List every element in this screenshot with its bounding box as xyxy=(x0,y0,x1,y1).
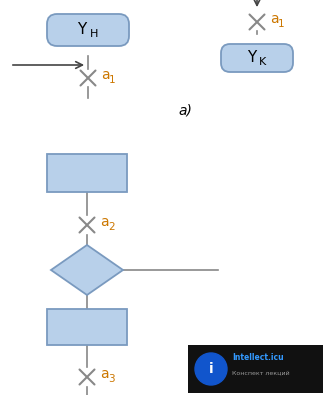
Text: i: i xyxy=(209,362,213,376)
Text: 3: 3 xyxy=(108,374,115,384)
Text: a: a xyxy=(101,68,110,82)
FancyBboxPatch shape xyxy=(188,345,323,393)
Polygon shape xyxy=(51,245,123,295)
Text: a: a xyxy=(100,367,109,381)
Text: Конспект лекций: Конспект лекций xyxy=(232,370,289,375)
Bar xyxy=(47,309,127,345)
Text: K: K xyxy=(259,57,266,67)
Text: 1: 1 xyxy=(278,19,285,29)
Text: H: H xyxy=(90,29,98,39)
Text: 2: 2 xyxy=(108,222,115,232)
Text: a: a xyxy=(100,215,109,229)
Text: Y: Y xyxy=(77,23,87,38)
FancyBboxPatch shape xyxy=(47,14,129,46)
Text: Y: Y xyxy=(247,51,257,66)
Text: а): а) xyxy=(178,103,192,117)
Text: 1: 1 xyxy=(109,75,116,85)
Text: Intellect.icu: Intellect.icu xyxy=(232,353,284,362)
FancyBboxPatch shape xyxy=(221,44,293,72)
Text: a: a xyxy=(270,12,279,26)
Circle shape xyxy=(195,353,227,385)
Bar xyxy=(47,154,127,192)
